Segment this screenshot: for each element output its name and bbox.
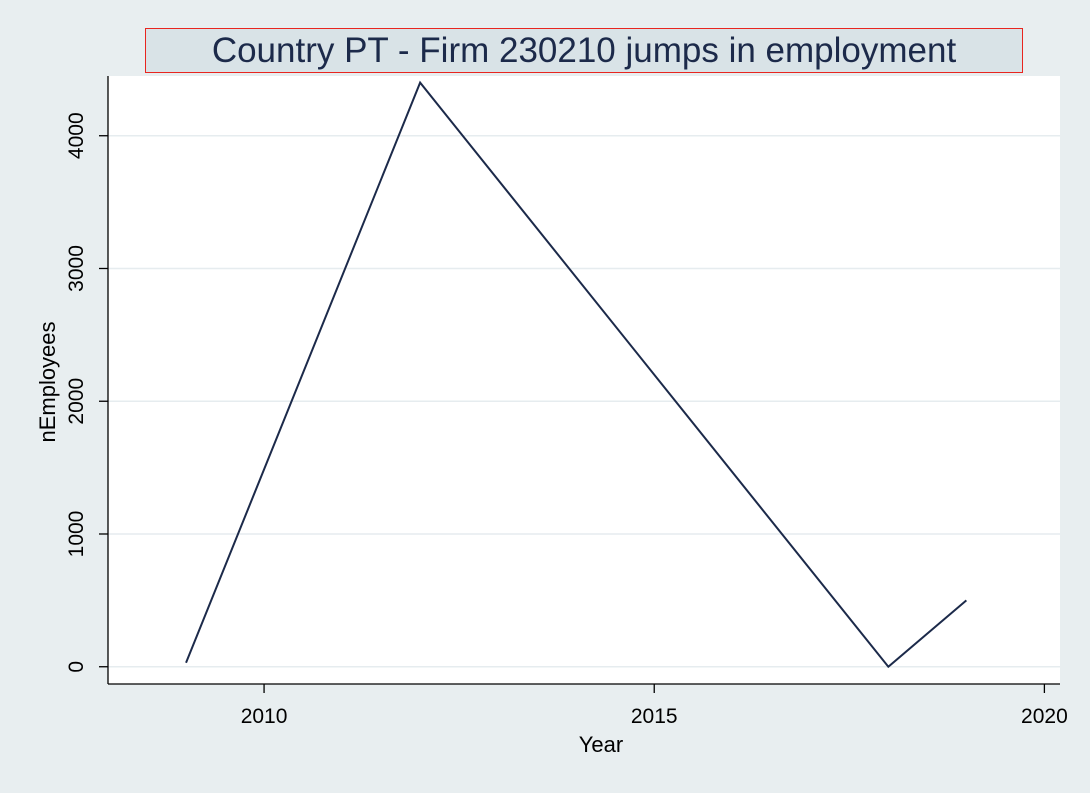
y-axis-label: nEmployees [35, 321, 60, 442]
plot-area [108, 76, 1060, 684]
x-tick-label: 2015 [631, 705, 678, 728]
series-layer [185, 80, 968, 669]
grid-lines [108, 134, 1060, 668]
y-tick-label: 0 [65, 661, 88, 673]
chart-title: Country PT - Firm 230210 jumps in employ… [145, 28, 1023, 73]
axes: 0 1000 2000 3000 4000 2010 2015 2020 [65, 76, 1068, 728]
y-tick-label: 1000 [65, 511, 88, 558]
x-axis-label: Year [579, 732, 623, 757]
chart-title-text: Country PT - Firm 230210 jumps in employ… [211, 30, 957, 70]
x-tick-label: 2020 [1021, 705, 1068, 728]
y-tick-label: 2000 [65, 378, 88, 425]
x-tick-label: 2010 [241, 705, 288, 728]
y-tick-label: 3000 [65, 245, 88, 292]
y-tick-label: 4000 [65, 112, 88, 159]
series-line [185, 80, 968, 669]
